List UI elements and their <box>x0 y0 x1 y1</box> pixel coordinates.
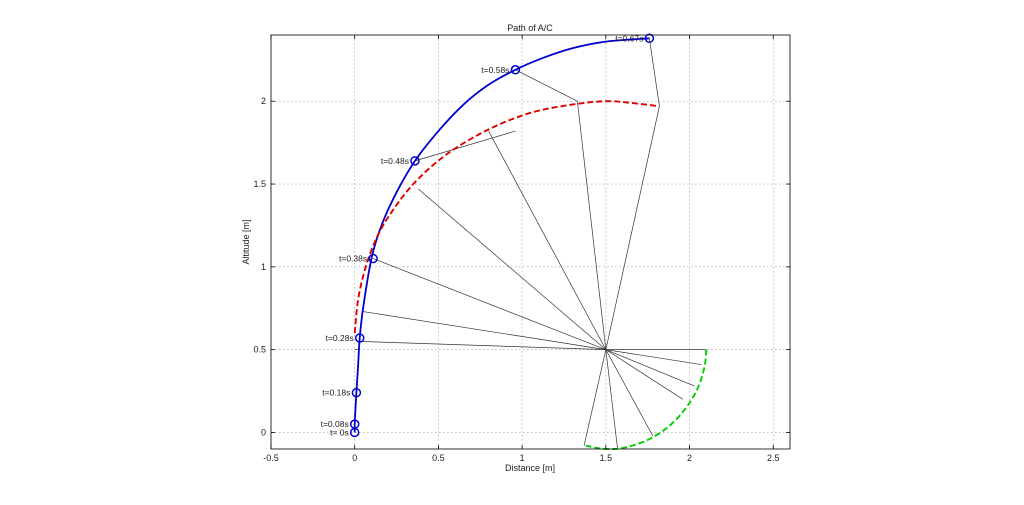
time-marker <box>644 33 655 44</box>
x-tick-label: 0 <box>352 453 357 463</box>
red-dashed-arc <box>353 100 660 334</box>
time-label: t=0.08s <box>321 419 349 429</box>
time-label: t=0.58s <box>481 65 509 75</box>
time-marker <box>349 419 360 429</box>
x-tick-label: 1 <box>520 453 525 463</box>
time-label: t=0.38s <box>339 254 367 264</box>
radial-lines <box>354 38 707 450</box>
series-layer <box>353 37 708 451</box>
x-tick-label: 1.5 <box>600 453 613 463</box>
radial-line <box>605 349 618 450</box>
flight-path-line <box>353 37 650 433</box>
time-marker <box>368 253 378 264</box>
time-label: t=0.67s <box>615 33 643 43</box>
x-tick-label: -0.5 <box>263 453 279 463</box>
radial-line <box>605 349 684 400</box>
plot-area <box>270 34 791 450</box>
radial-line <box>488 130 607 350</box>
y-tick-label: 0 <box>261 427 266 437</box>
green-dashed-arc <box>585 349 708 451</box>
time-marker <box>351 387 362 398</box>
markers-layer <box>349 33 655 438</box>
y-tick-label: 0.5 <box>253 345 266 355</box>
x-tick-label: 2.5 <box>767 453 780 463</box>
x-tick-label: 2 <box>687 453 692 463</box>
time-marker <box>354 333 365 343</box>
radial-line <box>418 188 607 350</box>
radial-line <box>358 341 606 350</box>
time-marker <box>410 156 420 166</box>
time-label: t=0.28s <box>326 333 354 343</box>
y-tick-label: 2 <box>261 96 266 106</box>
time-label: t=0.18s <box>322 388 350 398</box>
x-axis-label: Distance [m] <box>505 463 555 473</box>
chart-title: Path of A/C <box>507 23 553 33</box>
radial-line <box>649 38 660 107</box>
time-label: t=0.48s <box>381 156 409 166</box>
y-axis-label: Altitude [m] <box>241 219 251 264</box>
tick-layer: -0.5 0 0.5 1 1.5 2 2.5 0 0.5 1 1.5 2 <box>253 35 790 463</box>
radial-line <box>515 69 578 102</box>
radial-line <box>605 349 695 387</box>
time-marker <box>510 65 521 75</box>
radial-line <box>363 311 606 350</box>
x-tick-label: 0.5 <box>432 453 445 463</box>
radial-line <box>414 130 516 162</box>
y-tick-label: 1 <box>261 262 266 272</box>
y-tick-label: 1.5 <box>253 179 266 189</box>
marker-labels: t= 0st=0.08s t=0.18s t=0.28s t=0.38s t=0.48s… <box>321 33 644 437</box>
radial-line <box>583 349 607 446</box>
radial-line <box>605 349 654 436</box>
radial-line <box>605 349 702 365</box>
radial-line <box>372 258 606 350</box>
time-label: t= 0s <box>330 427 349 437</box>
radial-line <box>577 101 607 350</box>
radial-line <box>605 106 660 350</box>
